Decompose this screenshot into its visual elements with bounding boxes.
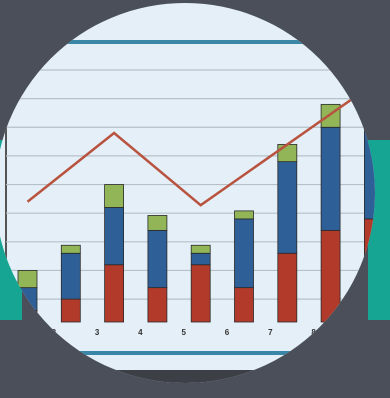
bar-segment: [104, 264, 124, 323]
bar-segment: [60, 298, 81, 323]
bar-segment: [104, 207, 124, 266]
bar-segment: [277, 161, 298, 254]
bar-segment: [147, 287, 168, 323]
bar-segment: [234, 287, 254, 323]
bar-segment: [17, 270, 38, 289]
bar-segment: [277, 144, 298, 163]
bar-segment: [277, 252, 298, 323]
bar-segment: [60, 252, 81, 300]
bar-segment: [190, 244, 211, 254]
x-tick-label: 3: [95, 328, 100, 337]
bar-segment: [234, 210, 254, 220]
bar-segment: [60, 244, 81, 254]
bar-segment: [104, 184, 124, 208]
bar-segment: [147, 215, 168, 231]
bar-segment: [320, 103, 341, 128]
x-tick-label: 4: [138, 328, 143, 337]
bar-segment: [147, 229, 168, 289]
trend-line-layer: [26, 82, 375, 207]
bar-segment: [234, 218, 254, 289]
trend-line: [26, 82, 375, 207]
bar-segment: [190, 264, 211, 323]
bar-segment: [320, 126, 341, 231]
bar-segment: [190, 252, 211, 266]
x-tick-label: 8: [311, 328, 316, 337]
x-tick-label: 7: [268, 328, 273, 337]
x-tick-label: 6: [225, 328, 230, 337]
x-tick-label: 5: [181, 328, 186, 337]
